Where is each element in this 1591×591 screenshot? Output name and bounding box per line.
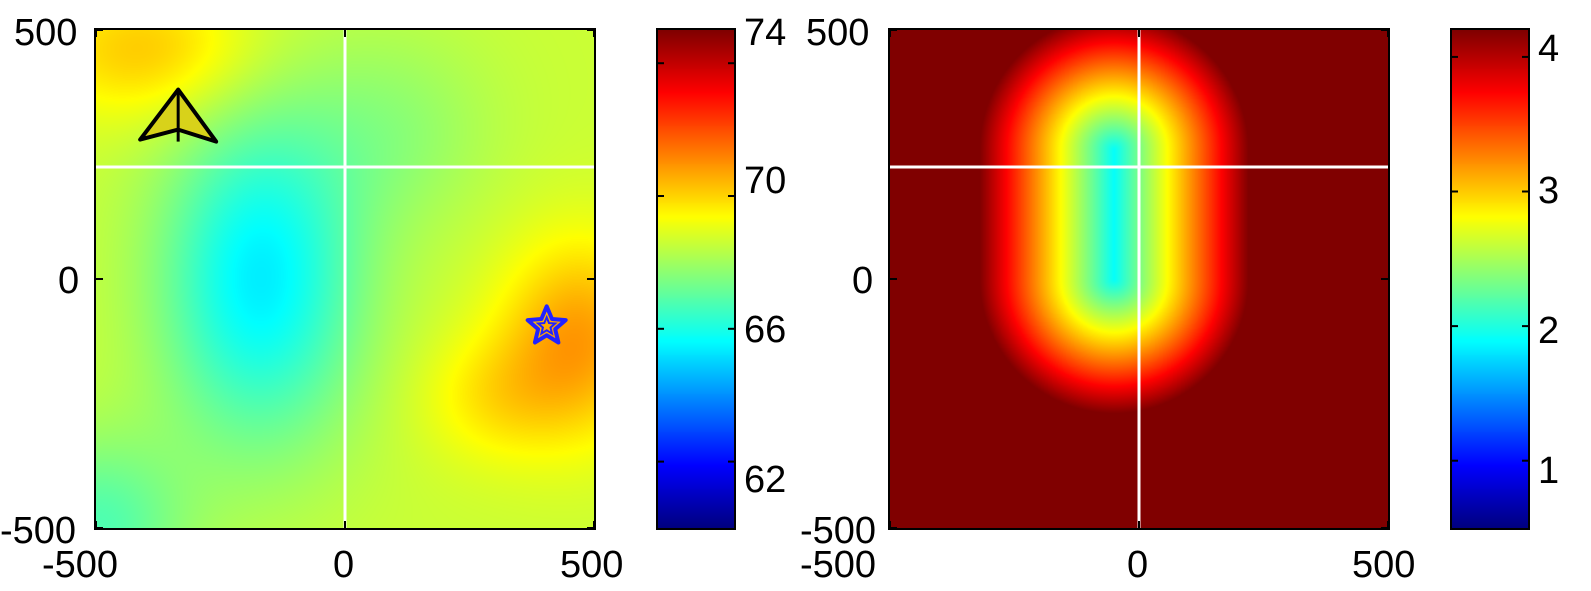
left-cbar-tick-62: 62: [744, 459, 787, 501]
star-icon: [525, 304, 568, 345]
right-cbar-tick-1: 1: [1538, 450, 1560, 492]
left-overlay: [96, 30, 594, 528]
right-cbar-tick-4: 4: [1538, 28, 1560, 70]
left-ytick-0: 0: [58, 260, 80, 302]
left-xtick-500: 500: [560, 544, 624, 586]
left-colorbar: [656, 28, 736, 530]
right-colorbar-gradient: [1452, 30, 1528, 528]
star-icon-inner: [535, 314, 558, 336]
right-xtick-500: 500: [1352, 544, 1416, 586]
left-xtick-0: 0: [333, 544, 355, 586]
right-ytick-0: 0: [852, 260, 874, 302]
left-ytick-500: 500: [14, 12, 78, 54]
right-xtick-neg500: -500: [800, 544, 877, 586]
right-plot-area: [888, 28, 1390, 530]
right-cbar-tick-2: 2: [1538, 310, 1560, 352]
right-ytick-500: 500: [806, 12, 870, 54]
left-cbar-tick-70: 70: [744, 160, 787, 202]
right-ytick-neg500: -500: [800, 510, 877, 552]
left-colorbar-gradient: [658, 30, 734, 528]
right-xtick-0: 0: [1127, 544, 1149, 586]
right-cbar-tick-3: 3: [1538, 170, 1560, 212]
left-ytick-neg500: -500: [0, 510, 77, 552]
right-colorbar: [1450, 28, 1530, 530]
left-cbar-tick-66: 66: [744, 309, 787, 351]
left-cbar-tick-74: 74: [744, 12, 787, 54]
left-plot-area: [94, 28, 596, 530]
left-xtick-neg500: -500: [42, 544, 119, 586]
right-overlay: [890, 30, 1388, 528]
